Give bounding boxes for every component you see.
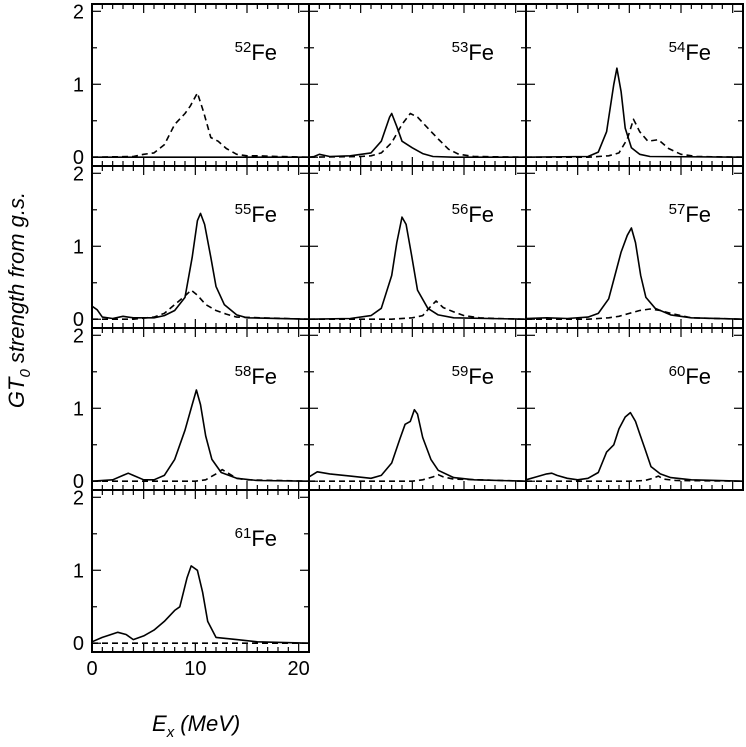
isotope-mass-number: 52 [235, 39, 252, 56]
panel-frame [91, 489, 310, 653]
y-tick-label: 1 [73, 236, 84, 258]
panel-frame [308, 327, 527, 491]
series-solid-line [91, 389, 310, 482]
isotope-mass-number: 54 [669, 39, 686, 56]
panel-fe-56: 56Fe [308, 165, 527, 329]
y-tick-label: 0 [73, 309, 84, 331]
series-dashed-line [308, 112, 527, 158]
isotope-mass-number: 58 [235, 363, 252, 380]
isotope-label: 56Fe [452, 201, 494, 227]
panel-frame [308, 165, 527, 329]
panel-fe-53: 53Fe [308, 3, 527, 167]
isotope-mass-number: 59 [452, 363, 469, 380]
isotope-label: 60Fe [669, 363, 711, 389]
panel-frame [91, 3, 310, 167]
isotope-mass-number: 57 [669, 201, 686, 218]
y-tick-label: 1 [73, 560, 84, 582]
isotope-mass-number: 55 [235, 201, 252, 218]
series-solid-line [525, 227, 744, 320]
panel-fe-57: 57Fe [525, 165, 744, 329]
isotope-label: 53Fe [452, 39, 494, 65]
isotope-label: 58Fe [235, 363, 277, 389]
series-solid-line [91, 565, 310, 644]
panel-frame [525, 165, 744, 329]
isotope-mass-number: 60 [669, 363, 686, 380]
x-tick-label: 0 [86, 658, 97, 680]
isotope-element: Fe [251, 40, 277, 65]
isotope-label: 54Fe [669, 39, 711, 65]
isotope-label: 61Fe [235, 525, 277, 551]
y-axis-title-text: GT0 strength from g.s. [4, 192, 34, 408]
y-tick-label: 2 [73, 325, 84, 347]
x-axis-title: Ex (MeV) [152, 711, 240, 741]
panel-fe-58: 0 1 2 58Fe [73, 325, 310, 493]
series-solid-line [525, 411, 744, 482]
y-tick-label: 2 [73, 487, 84, 509]
isotope-mass-number: 61 [235, 525, 252, 542]
y-tick-label: 0 [73, 147, 84, 169]
isotope-element: Fe [468, 202, 494, 227]
isotope-mass-number: 56 [452, 201, 469, 218]
panel-frame [525, 3, 744, 167]
y-tick-label: 1 [73, 74, 84, 96]
isotope-element: Fe [685, 202, 711, 227]
series-solid-line [308, 216, 527, 320]
isotope-label: 52Fe [235, 39, 277, 65]
y-tick-label: 1 [73, 398, 84, 420]
isotope-element: Fe [468, 364, 494, 389]
series-dashed-line [526, 118, 744, 158]
panel-fe-60: 60Fe [525, 327, 744, 491]
isotope-label: 55Fe [235, 201, 277, 227]
panel-frame [525, 327, 744, 491]
isotope-label: 57Fe [669, 201, 711, 227]
series-dashed-line [309, 473, 527, 482]
isotope-mass-number: 53 [452, 39, 469, 56]
panel-fe-55: 0 1 2 55Fe [73, 163, 310, 331]
x-tick-label: 10 [184, 658, 206, 680]
isotope-element: Fe [685, 40, 711, 65]
isotope-element: Fe [251, 526, 277, 551]
series-dashed-line [92, 289, 310, 320]
series-solid-line [308, 112, 526, 158]
panel-fe-54: 54Fe [525, 3, 744, 167]
series-dashed-line [91, 92, 310, 158]
panel-frame [308, 3, 527, 167]
panel-fe-59: 59Fe [308, 327, 527, 491]
panel-frame [91, 165, 310, 329]
series-dashed-line [309, 300, 527, 320]
panel-fe-52: 0 1 2 52Fe [73, 1, 310, 169]
isotope-element: Fe [468, 40, 494, 65]
series-dashed-line [526, 475, 744, 482]
isotope-element: Fe [251, 202, 277, 227]
series-solid-line [525, 67, 744, 158]
y-axis-title: GT0 strength from g.s. [4, 192, 34, 408]
isotope-element: Fe [685, 364, 711, 389]
series-solid-line [308, 408, 527, 482]
isotope-element: Fe [251, 364, 277, 389]
y-tick-label: 0 [73, 471, 84, 493]
isotope-label: 59Fe [452, 363, 494, 389]
y-tick-label: 0 [73, 633, 84, 655]
y-tick-label: 2 [73, 163, 84, 185]
x-axis-title-text: Ex (MeV) [152, 711, 240, 741]
y-tick-label: 2 [73, 1, 84, 23]
x-tick-label: 20 [288, 658, 310, 680]
series-solid-line [91, 212, 310, 320]
series-dashed-line [92, 468, 310, 482]
